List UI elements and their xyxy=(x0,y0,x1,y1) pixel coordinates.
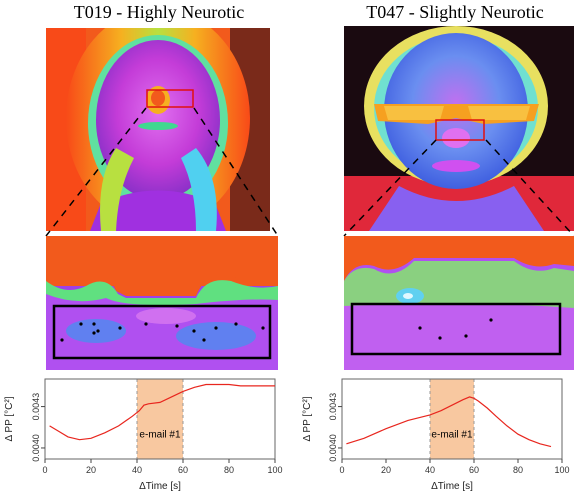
y-tick-label: 0.0043 xyxy=(328,393,338,421)
x-tick-label: 100 xyxy=(267,465,282,475)
plot-area xyxy=(341,378,563,460)
x-tick-label: 0 xyxy=(42,465,47,475)
x-tick-label: 80 xyxy=(224,465,234,475)
x-tick-label: 40 xyxy=(132,465,142,475)
shaded-interval xyxy=(137,379,183,459)
x-tick-label: 0 xyxy=(339,465,344,475)
x-axis-label: ΔTime [s] xyxy=(139,481,181,491)
y-tick-label: 0.0040 xyxy=(328,434,338,462)
y-axis-label: Δ PP [°C²] xyxy=(4,396,15,441)
x-tick-label: 20 xyxy=(381,465,391,475)
chart-right: 0 20 40 60 80 100 0.0040 0.0043 e-mail #1 ΔTime [… xyxy=(298,373,574,492)
x-tick-label: 60 xyxy=(469,465,479,475)
chart-left: 0 20 40 60 80 100 0.0040 0.0043 e-mail #1 ΔTime [… xyxy=(0,373,287,492)
annotation-label: e-mail #1 xyxy=(139,429,181,440)
x-tick-label: 80 xyxy=(513,465,523,475)
x-tick-label: 40 xyxy=(425,465,435,475)
y-axis-label: Δ PP [°C²] xyxy=(302,396,313,441)
thermal-image-right xyxy=(344,26,574,231)
x-tick-label: 60 xyxy=(178,465,188,475)
series-line xyxy=(49,383,275,441)
title-left: T019 - Highly Neurotic xyxy=(73,2,245,22)
x-tick-label: 20 xyxy=(86,465,96,475)
zoom-crop-right xyxy=(344,236,574,370)
title-right: T047 - Slightly Neurotic xyxy=(366,2,544,22)
shaded-interval xyxy=(430,379,474,459)
annotation-label: e-mail #1 xyxy=(431,429,473,440)
x-tick-label: 100 xyxy=(554,465,569,475)
series-line xyxy=(346,396,552,448)
y-tick-label: 0.0043 xyxy=(31,393,41,421)
plot-area xyxy=(44,378,276,460)
thermal-image-left xyxy=(46,28,270,231)
y-tick-label: 0.0040 xyxy=(31,434,41,462)
zoom-crop-left xyxy=(46,236,278,370)
x-axis-label: ΔTime [s] xyxy=(431,481,473,491)
